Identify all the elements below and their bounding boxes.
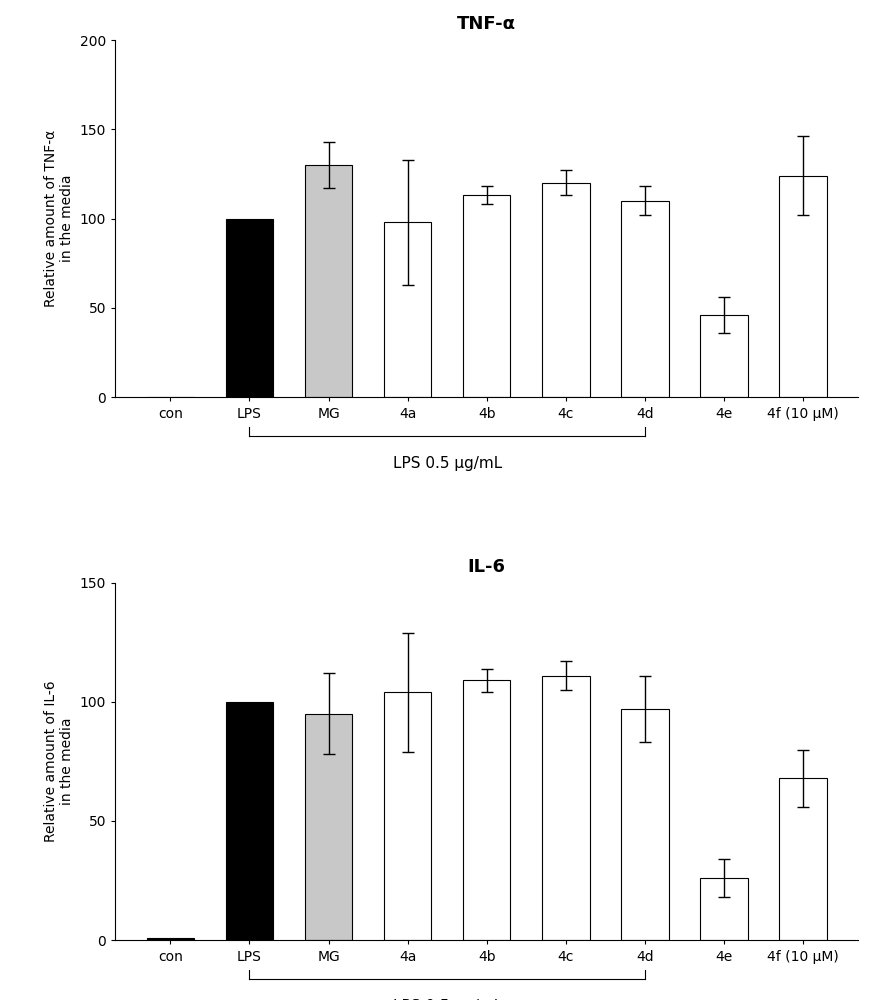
Bar — [384, 222, 431, 397]
Y-axis label: Relative amount of TNF-α
in the media: Relative amount of TNF-α in the media — [44, 130, 74, 307]
Bar — [304, 714, 352, 940]
Bar — [384, 692, 431, 940]
Bar — [463, 195, 511, 397]
Title: IL-6: IL-6 — [468, 558, 505, 576]
Bar — [304, 165, 352, 397]
Bar — [543, 183, 589, 397]
Bar — [780, 778, 827, 940]
Y-axis label: Relative amount of IL-6
in the media: Relative amount of IL-6 in the media — [44, 681, 74, 842]
Bar — [780, 176, 827, 397]
Bar — [700, 315, 748, 397]
Text: LPS 0.5 μg/mL: LPS 0.5 μg/mL — [393, 999, 502, 1000]
Title: TNF-α: TNF-α — [458, 15, 516, 33]
Bar — [700, 878, 748, 940]
Bar — [463, 680, 511, 940]
Bar — [621, 709, 669, 940]
Bar — [621, 201, 669, 397]
Text: LPS 0.5 μg/mL: LPS 0.5 μg/mL — [393, 456, 502, 471]
Bar — [147, 938, 194, 940]
Bar — [226, 219, 273, 397]
Bar — [226, 702, 273, 940]
Bar — [543, 676, 589, 940]
